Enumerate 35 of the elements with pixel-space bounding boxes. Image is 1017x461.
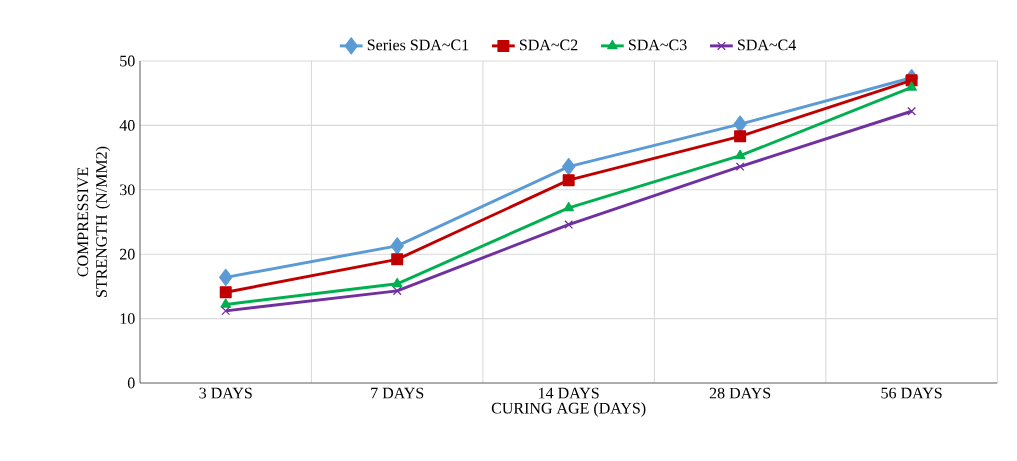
point: [906, 81, 917, 91]
point: [220, 298, 232, 308]
point: [562, 157, 576, 176]
point: [390, 237, 404, 255]
y-axis-title: COMPRESSIVE STRENGTH (N/MM2): [77, 146, 111, 297]
legend-label: SDA~C4: [738, 39, 797, 51]
point: [733, 115, 747, 133]
point: [392, 286, 402, 296]
point: [563, 201, 574, 212]
legend-label: Series SDA~C1: [367, 39, 469, 51]
point: [391, 253, 404, 266]
point: [219, 286, 232, 299]
point: [735, 162, 745, 172]
point: [562, 174, 575, 187]
y-tick-label: 30: [120, 184, 135, 196]
legend-label: SDA~C3: [628, 39, 687, 51]
y-tick-label: 20: [120, 248, 135, 260]
point: [907, 106, 917, 116]
x-tick-label: 56 DAYS: [881, 387, 942, 399]
x-axis-title: CURING AGE (DAYS): [491, 402, 646, 417]
y-tick-label: 0: [127, 377, 135, 389]
point: [391, 277, 403, 288]
x-tick-label: 28 DAYS: [709, 387, 771, 399]
y-tick-label: 10: [120, 313, 135, 324]
x-tick-label: 3 DAYS: [199, 387, 252, 399]
y-tick-label: 40: [119, 120, 135, 131]
x-tick-label: 14 DAYS: [539, 387, 599, 399]
y-tick-label: 50: [120, 55, 135, 67]
legend-label: SDA~C2: [519, 39, 578, 51]
x-tick-label: 7 DAYS: [371, 387, 424, 399]
point: [219, 268, 233, 287]
point: [564, 220, 574, 230]
point: [221, 306, 231, 316]
point: [734, 149, 746, 160]
point: [734, 130, 747, 143]
